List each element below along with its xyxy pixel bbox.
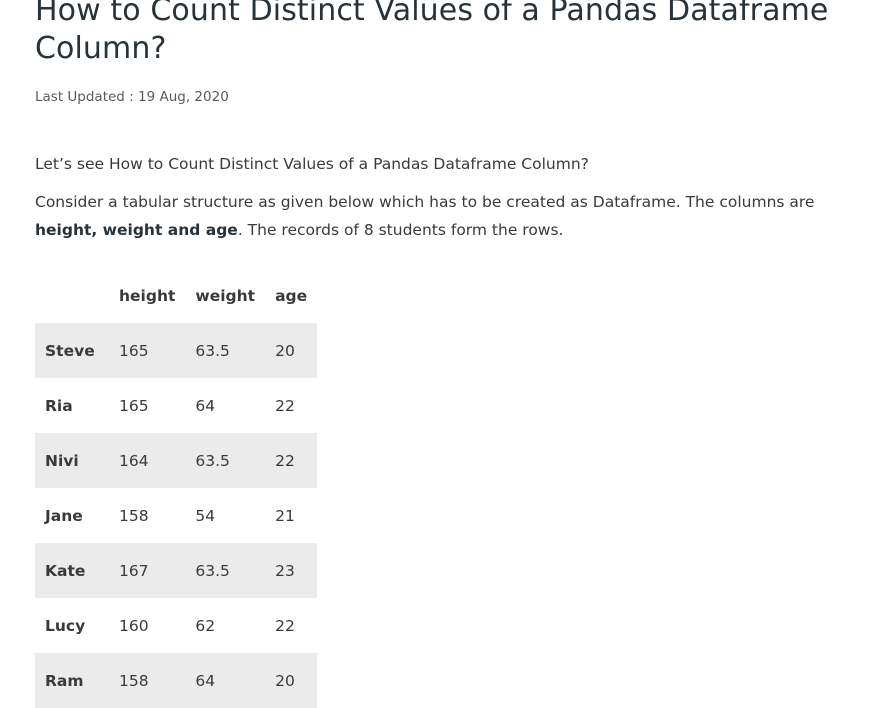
row-name: Nivi (45, 451, 79, 470)
table-row: Lucy 160 62 22 (35, 598, 318, 653)
student-table: height weight age Steve 165 63.5 20 Ria … (35, 268, 318, 708)
cell-age: 22 (275, 396, 295, 415)
cell-height: 160 (119, 616, 149, 635)
table-row: Jane 158 54 21 (35, 488, 318, 543)
table-row: Kate 167 63.5 23 (35, 543, 318, 598)
cell-weight: 64 (195, 396, 216, 415)
table-header-row: height weight age (35, 268, 317, 323)
row-name: Ram (45, 671, 84, 690)
description-bold-columns: height, weight and age (35, 221, 238, 239)
description-text-after: . The records of 8 students form the row… (237, 221, 564, 239)
cell-age: 22 (275, 451, 295, 470)
cell-weight: 62 (195, 616, 216, 635)
cell-age: 22 (275, 616, 295, 635)
intro-paragraph: Let’s see How to Count Distinct Values o… (35, 155, 589, 173)
row-name: Steve (45, 341, 95, 360)
cell-height: 158 (119, 506, 149, 525)
cell-height: 164 (119, 451, 149, 470)
cell-weight: 63.5 (195, 561, 230, 580)
table-row: Ram 158 64 20 (35, 653, 318, 708)
header-weight: weight (195, 286, 256, 305)
row-name: Kate (45, 561, 86, 580)
cell-weight: 63.5 (195, 451, 230, 470)
cell-weight: 64 (195, 671, 216, 690)
cell-height: 165 (119, 341, 149, 360)
last-updated: Last Updated : 19 Aug, 2020 (35, 89, 229, 105)
row-name: Jane (45, 506, 83, 525)
cell-age: 20 (275, 341, 295, 360)
cell-age: 20 (275, 671, 295, 690)
description-text-before: Consider a tabular structure as given be… (35, 193, 815, 211)
cell-age: 23 (275, 561, 295, 580)
table-row: Steve 165 63.5 20 (35, 323, 318, 378)
cell-height: 158 (119, 671, 149, 690)
cell-weight: 63.5 (195, 341, 230, 360)
description-paragraph: Consider a tabular structure as given be… (35, 188, 865, 244)
cell-age: 21 (275, 506, 295, 525)
page-title: How to Count Distinct Values of a Pandas… (35, 0, 829, 66)
cell-weight: 54 (195, 506, 216, 525)
last-updated-date: 19 Aug, 2020 (138, 89, 229, 105)
table-row: Nivi 164 63.5 22 (35, 433, 318, 488)
row-name: Lucy (45, 616, 86, 635)
row-name: Ria (45, 396, 73, 415)
cell-height: 167 (119, 561, 149, 580)
table-row: Ria 165 64 22 (35, 378, 318, 433)
header-age: age (275, 286, 308, 305)
header-height: height (119, 286, 176, 305)
last-updated-label: Last Updated : (35, 89, 134, 105)
cell-height: 165 (119, 396, 149, 415)
header-index (35, 268, 109, 323)
